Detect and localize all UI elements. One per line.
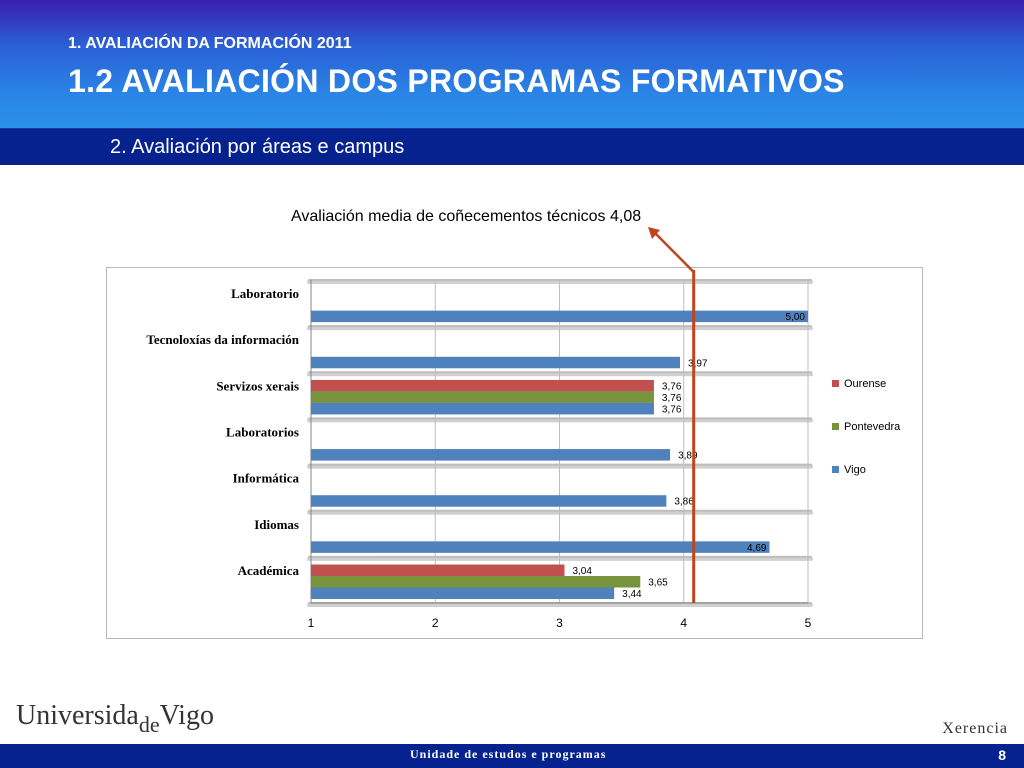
data-label: 3,86 — [674, 497, 694, 508]
legend-label: Pontevedra — [844, 421, 901, 433]
bar-pontevedra — [311, 391, 654, 403]
x-tick-label: 5 — [805, 616, 812, 630]
bar-vigo — [311, 541, 770, 553]
data-label: 3,65 — [648, 578, 668, 589]
footer-unit-label: Unidade de estudos e programas — [410, 747, 607, 761]
bar-ourense — [311, 564, 565, 576]
legend-label: Ourense — [844, 378, 886, 390]
bar-ourense — [311, 379, 654, 392]
legend-label: Vigo — [844, 464, 866, 476]
legend-swatch-pontevedra — [832, 423, 839, 430]
x-tick-label: 4 — [680, 616, 687, 630]
y-category-label: Laboratorios — [226, 425, 299, 440]
legend-swatch-ourense — [832, 380, 839, 387]
data-label: 3,76 — [662, 404, 682, 415]
bar-vigo — [311, 402, 654, 415]
x-tick-label: 2 — [432, 616, 439, 630]
page-number: 8 — [998, 747, 1006, 763]
data-label: 4,69 — [747, 543, 767, 554]
x-tick-label: 3 — [556, 616, 563, 630]
footer-bar — [0, 744, 1024, 768]
data-label: 3,76 — [662, 381, 682, 392]
y-category-label: Tecnoloxías da información — [146, 332, 299, 347]
data-label: 5,00 — [786, 312, 806, 323]
reference-annotation: Avaliación media de coñecementos técnico… — [291, 208, 642, 225]
bar-vigo — [311, 356, 681, 369]
data-label: 3,44 — [622, 589, 642, 600]
page-title: 1.2 AVALIACIÓN DOS PROGRAMAS FORMATIVOS — [68, 63, 845, 99]
bar-vigo — [311, 587, 615, 599]
y-category-label: Informática — [233, 471, 300, 486]
data-label: 3,04 — [572, 566, 592, 577]
header-banner — [0, 0, 1024, 128]
y-category-label: Laboratorio — [231, 286, 299, 301]
y-category-label: Idiomas — [254, 517, 299, 532]
y-category-label: Académica — [238, 563, 300, 578]
department-label: Xerencia — [942, 720, 1008, 737]
university-logo: UniversidadeVigo — [16, 700, 214, 737]
bar-vigo — [311, 449, 671, 461]
bar-pontevedra — [311, 576, 641, 588]
legend-swatch-vigo — [832, 466, 839, 473]
annotation-arrowhead — [648, 227, 660, 239]
bar-vigo — [311, 310, 808, 323]
x-tick-label: 1 — [308, 616, 315, 630]
y-category-label: Servizos xerais — [216, 378, 299, 393]
data-label: 3,89 — [678, 451, 698, 462]
section-supertitle: 1. AVALIACIÓN DA FORMACIÓN 2011 — [68, 35, 352, 52]
annotation-arrow — [654, 232, 695, 273]
subtitle-bar — [0, 128, 1024, 165]
page-subtitle: 2. Avaliación por áreas e campus — [110, 136, 405, 158]
data-label: 3,76 — [662, 393, 682, 404]
data-label: 3,97 — [688, 358, 708, 369]
bar-vigo — [311, 495, 667, 507]
